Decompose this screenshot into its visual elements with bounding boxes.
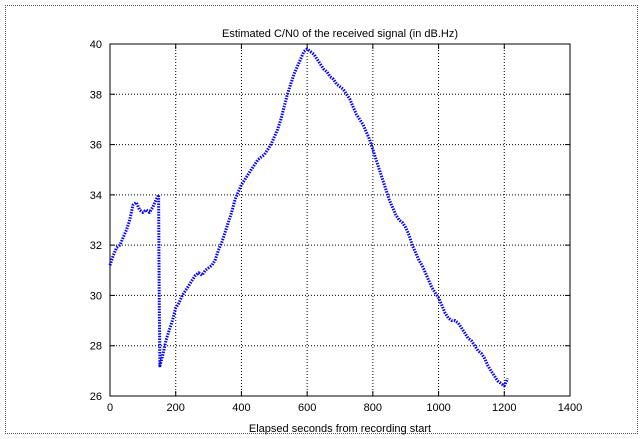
y-tick-label: 28 <box>90 341 102 353</box>
y-tick-label: 30 <box>90 290 102 302</box>
x-tick-label: 200 <box>167 402 185 414</box>
x-axis-label: Elapsed seconds from recording start <box>249 423 431 435</box>
x-tick-label: 1400 <box>558 402 582 414</box>
plot-border <box>109 43 571 397</box>
x-tick-label: 0 <box>107 402 113 414</box>
y-tick-label: 34 <box>90 190 102 202</box>
x-tick-label: 400 <box>232 402 250 414</box>
plot-area <box>110 44 570 396</box>
y-tick-label: 36 <box>90 140 102 152</box>
figure-frame <box>5 5 638 434</box>
x-tick-label: 800 <box>364 402 382 414</box>
x-tick-label: 1200 <box>492 402 516 414</box>
y-tick-label: 40 <box>90 39 102 51</box>
x-tick-label: 600 <box>298 402 316 414</box>
y-tick-label: 38 <box>90 89 102 101</box>
ticks: 0 200 400 600 800 1000 1200 1400 26 28 30 32 34 36 38 4… <box>90 39 582 414</box>
series-line <box>108 47 509 388</box>
x-tick-label: 1000 <box>426 402 450 414</box>
chart-title: Estimated C/N0 of the received signal (i… <box>222 28 458 40</box>
y-tick-label: 26 <box>90 391 102 403</box>
y-tick-label: 32 <box>90 240 102 252</box>
series-group <box>108 47 509 388</box>
